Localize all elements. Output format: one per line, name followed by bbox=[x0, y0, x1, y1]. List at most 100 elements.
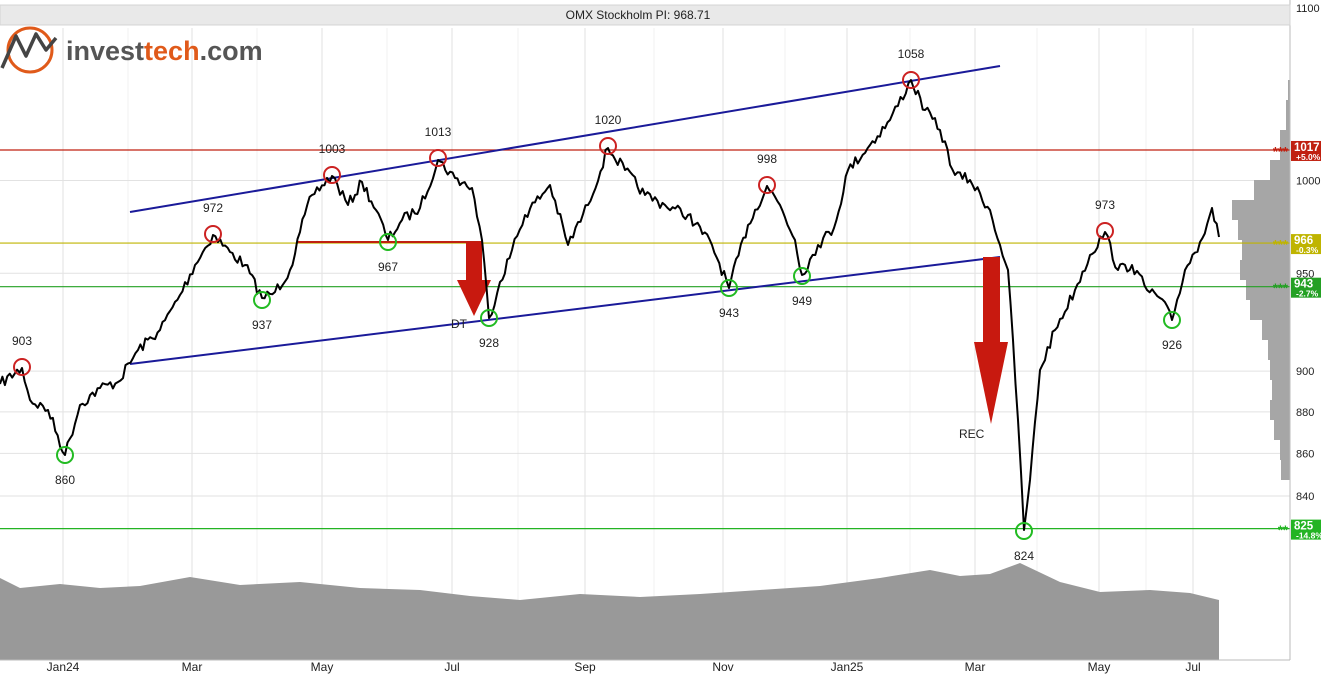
volume-profile-bar bbox=[1272, 380, 1290, 400]
logo-suffix: .com bbox=[200, 36, 263, 66]
x-tick-label: May bbox=[1088, 660, 1111, 674]
y-tick-label: 1000 bbox=[1296, 175, 1320, 187]
volume-profile-bar bbox=[1281, 460, 1290, 480]
pivot-value-label: 928 bbox=[479, 336, 499, 350]
level-change-label: -0.3% bbox=[1296, 245, 1319, 255]
volume-profile-bar bbox=[1232, 200, 1290, 220]
volume-profile-bar bbox=[1262, 320, 1290, 340]
level-labels: *** 1017+5.0% *** 966-0.3% *** 943-2.7% ** 825-… bbox=[1273, 140, 1321, 541]
volume-profile-bar bbox=[1270, 360, 1290, 380]
logo-text: investtech.com bbox=[66, 36, 263, 66]
y-tick-label: 900 bbox=[1296, 366, 1314, 378]
pivot-high-marker bbox=[758, 176, 776, 194]
volume-profile-bar bbox=[1270, 160, 1290, 180]
chart-title: OMX Stockholm PI: 968.71 bbox=[566, 8, 711, 22]
pivot-high-marker bbox=[599, 137, 617, 155]
level-stars: *** bbox=[1273, 144, 1289, 159]
logo-zigzag-icon bbox=[0, 32, 58, 69]
level-value-label: 966 bbox=[1294, 235, 1313, 247]
y-tick-label: 950 bbox=[1296, 268, 1314, 280]
pivot-markers: 903 860 972 937 1003 967 1013 928 1020 943 998 949 1… bbox=[12, 47, 1182, 563]
level-badge bbox=[1291, 277, 1321, 298]
y-tick-label: 840 bbox=[1296, 491, 1314, 503]
pivot-high-marker bbox=[1096, 222, 1114, 240]
signal-arrows: DT REC bbox=[298, 241, 1008, 441]
pivot-high-marker bbox=[902, 71, 920, 89]
pivot-value-label: 824 bbox=[1014, 549, 1034, 563]
pivot-value-label: 860 bbox=[55, 473, 75, 487]
down-arrow-icon bbox=[974, 257, 1008, 424]
volume-profile-bar bbox=[1238, 220, 1290, 240]
level-value-label: 825 bbox=[1294, 521, 1314, 533]
pivot-value-label: 949 bbox=[792, 294, 812, 308]
pivot-value-label: 972 bbox=[203, 201, 223, 215]
pivot-value-label: 1058 bbox=[898, 47, 925, 61]
pivot-high-marker bbox=[13, 358, 31, 376]
pivot-low-marker bbox=[480, 309, 498, 327]
pivot-high-marker bbox=[204, 225, 222, 243]
x-tick-label: Jan25 bbox=[831, 660, 864, 674]
price-line bbox=[0, 79, 1220, 531]
level-stars: *** bbox=[1273, 237, 1289, 252]
pivot-value-label: 1013 bbox=[425, 125, 452, 139]
price-series bbox=[0, 79, 1220, 531]
pivot-value-label: 998 bbox=[757, 152, 777, 166]
level-badge bbox=[1291, 140, 1321, 161]
pivot-value-label: 1020 bbox=[595, 113, 622, 127]
level-badge bbox=[1291, 234, 1321, 255]
volume-profile-bar bbox=[1240, 260, 1290, 280]
volume-profile-bar bbox=[1242, 240, 1290, 260]
annotation-label: DT bbox=[451, 317, 468, 331]
volume-profile bbox=[1232, 80, 1290, 480]
pivot-low-marker bbox=[720, 279, 738, 297]
pivot-low-marker bbox=[379, 233, 397, 251]
y-tick-label: 1100 bbox=[1296, 3, 1320, 15]
y-tick-label: 860 bbox=[1296, 448, 1314, 460]
channel-lower-line bbox=[129, 256, 1001, 365]
level-value-label: 1017 bbox=[1294, 142, 1320, 154]
investtech-logo: investtech.com bbox=[0, 26, 263, 74]
x-tick-label: Mar bbox=[182, 660, 203, 674]
pivot-value-label: 903 bbox=[12, 334, 32, 348]
volume-profile-bar bbox=[1280, 130, 1290, 160]
x-tick-label: Jul bbox=[444, 660, 459, 674]
title-bar bbox=[0, 4, 1291, 26]
level-change-label: +5.0% bbox=[1296, 152, 1321, 162]
x-tick-label: Jul bbox=[1185, 660, 1200, 674]
grid bbox=[0, 7, 1290, 660]
annotation-label: REC bbox=[959, 427, 985, 441]
pivot-low-marker bbox=[1163, 311, 1181, 329]
pivot-low-marker bbox=[253, 291, 271, 309]
x-tick-label: May bbox=[311, 660, 334, 674]
level-change-label: -2.7% bbox=[1296, 289, 1319, 299]
support-resistance-lines bbox=[0, 149, 1290, 530]
down-arrow-icon bbox=[457, 242, 491, 316]
pivot-value-label: 943 bbox=[719, 306, 739, 320]
pivot-high-marker bbox=[429, 149, 447, 167]
x-tick-label: Mar bbox=[965, 660, 986, 674]
volume-profile-bar bbox=[1246, 280, 1290, 300]
level-change-label: -14.8% bbox=[1296, 531, 1321, 541]
volume-profile-bar bbox=[1250, 300, 1290, 320]
x-tick-label: Jan24 bbox=[47, 660, 80, 674]
level-stars: ** bbox=[1278, 523, 1289, 538]
logo-prefix: invest bbox=[66, 36, 144, 66]
volume-profile-bar bbox=[1254, 180, 1290, 200]
pivot-value-label: 967 bbox=[378, 260, 398, 274]
pivot-value-label: 937 bbox=[252, 318, 272, 332]
channel-upper-line bbox=[129, 65, 1001, 213]
pivot-value-label: 1003 bbox=[319, 142, 346, 156]
pivot-value-label: 973 bbox=[1095, 198, 1115, 212]
volume-profile-bar bbox=[1274, 420, 1290, 440]
x-tick-label: Sep bbox=[574, 660, 596, 674]
level-badge bbox=[1291, 519, 1321, 540]
volume-profile-bar bbox=[1268, 340, 1290, 360]
level-stars: *** bbox=[1273, 281, 1289, 296]
volume-fill bbox=[0, 563, 1219, 660]
pivot-value-label: 926 bbox=[1162, 338, 1182, 352]
trend-channel bbox=[129, 65, 1001, 365]
